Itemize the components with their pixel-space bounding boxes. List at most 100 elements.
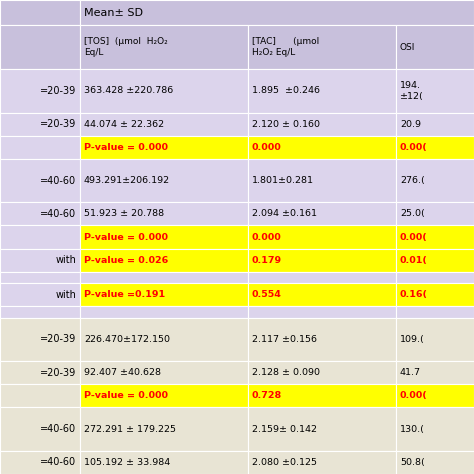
Text: 92.407 ±40.628: 92.407 ±40.628 xyxy=(84,368,161,377)
Bar xyxy=(248,25,396,69)
Bar xyxy=(80,318,248,361)
Text: 276.(: 276.( xyxy=(400,176,425,185)
Text: 44.074 ± 22.362: 44.074 ± 22.362 xyxy=(84,120,164,129)
Text: 130.(: 130.( xyxy=(400,425,425,434)
Bar xyxy=(80,226,248,248)
Text: P-value = 0.000: P-value = 0.000 xyxy=(84,391,168,400)
Text: =40-60: =40-60 xyxy=(40,209,76,219)
Bar xyxy=(248,202,396,226)
Bar xyxy=(80,248,248,272)
Bar xyxy=(0,283,80,306)
Text: 25.0(: 25.0( xyxy=(400,210,425,219)
Text: OSI: OSI xyxy=(400,43,415,52)
Text: 41.7: 41.7 xyxy=(400,368,421,377)
Bar xyxy=(396,25,474,69)
Text: 105.192 ± 33.984: 105.192 ± 33.984 xyxy=(84,458,170,467)
Bar xyxy=(0,384,80,407)
Text: 1.895  ±0.246: 1.895 ±0.246 xyxy=(252,86,320,95)
Text: 109.(: 109.( xyxy=(400,335,425,344)
Bar xyxy=(80,306,248,318)
Bar xyxy=(0,451,80,474)
Bar xyxy=(396,318,474,361)
Text: 272.291 ± 179.225: 272.291 ± 179.225 xyxy=(84,425,176,434)
Bar xyxy=(396,451,474,474)
Text: 1.801±0.281: 1.801±0.281 xyxy=(252,176,314,185)
Bar xyxy=(0,306,80,318)
Bar xyxy=(80,136,248,159)
Text: =20-39: =20-39 xyxy=(40,86,76,96)
Bar xyxy=(396,306,474,318)
Text: 0.000: 0.000 xyxy=(252,143,282,152)
Bar xyxy=(0,272,80,283)
Text: =20-39: =20-39 xyxy=(40,119,76,129)
Bar xyxy=(0,318,80,361)
Bar xyxy=(80,159,248,202)
Bar xyxy=(0,248,80,272)
Bar xyxy=(0,25,80,69)
Bar xyxy=(396,136,474,159)
Bar xyxy=(0,113,80,136)
Text: 2.120 ± 0.160: 2.120 ± 0.160 xyxy=(252,120,320,129)
Text: =40-60: =40-60 xyxy=(40,424,76,434)
Bar xyxy=(248,136,396,159)
Text: 0.728: 0.728 xyxy=(252,391,282,400)
Text: 20.9: 20.9 xyxy=(400,120,421,129)
Bar xyxy=(80,407,248,451)
Text: 0.01(: 0.01( xyxy=(400,255,428,264)
Bar xyxy=(248,318,396,361)
Bar xyxy=(248,306,396,318)
Bar xyxy=(80,25,248,69)
Text: 0.00(: 0.00( xyxy=(400,143,428,152)
Bar xyxy=(396,159,474,202)
Bar xyxy=(0,407,80,451)
Bar xyxy=(0,202,80,226)
Text: Mean± SD: Mean± SD xyxy=(84,8,143,18)
Bar xyxy=(0,226,80,248)
Text: =40-60: =40-60 xyxy=(40,457,76,467)
Text: =40-60: =40-60 xyxy=(40,176,76,186)
Bar xyxy=(80,113,248,136)
Bar xyxy=(248,384,396,407)
Text: 0.000: 0.000 xyxy=(252,233,282,241)
Text: =20-39: =20-39 xyxy=(40,368,76,378)
Text: 226.470±172.150: 226.470±172.150 xyxy=(84,335,170,344)
Bar xyxy=(396,384,474,407)
Bar xyxy=(248,451,396,474)
Bar xyxy=(80,361,248,384)
Bar xyxy=(248,159,396,202)
Text: 493.291±206.192: 493.291±206.192 xyxy=(84,176,170,185)
Bar xyxy=(80,202,248,226)
Bar xyxy=(0,0,80,25)
Bar xyxy=(248,113,396,136)
Text: 0.00(: 0.00( xyxy=(400,391,428,400)
Bar xyxy=(396,69,474,113)
Text: 2.094 ±0.161: 2.094 ±0.161 xyxy=(252,210,317,219)
Bar xyxy=(396,226,474,248)
Bar xyxy=(80,451,248,474)
Text: 2.117 ±0.156: 2.117 ±0.156 xyxy=(252,335,317,344)
Text: P-value =0.191: P-value =0.191 xyxy=(84,290,165,299)
Text: P-value = 0.000: P-value = 0.000 xyxy=(84,143,168,152)
Text: 0.16(: 0.16( xyxy=(400,290,428,299)
Text: 194.
±12(: 194. ±12( xyxy=(400,81,424,100)
Bar xyxy=(0,69,80,113)
Bar xyxy=(248,283,396,306)
Text: 2.080 ±0.125: 2.080 ±0.125 xyxy=(252,458,317,467)
Bar xyxy=(396,202,474,226)
Text: 363.428 ±220.786: 363.428 ±220.786 xyxy=(84,86,173,95)
Bar xyxy=(396,272,474,283)
Text: P-value = 0.000: P-value = 0.000 xyxy=(84,233,168,241)
Bar xyxy=(80,69,248,113)
Text: [TOS]  (μmol  H₂O₂
Eq/L: [TOS] (μmol H₂O₂ Eq/L xyxy=(84,37,168,57)
Bar xyxy=(80,283,248,306)
Bar xyxy=(396,283,474,306)
Bar xyxy=(80,272,248,283)
Bar xyxy=(0,136,80,159)
Bar xyxy=(248,248,396,272)
Bar xyxy=(396,248,474,272)
Bar xyxy=(248,361,396,384)
Bar xyxy=(80,384,248,407)
Text: 0.00(: 0.00( xyxy=(400,233,428,241)
Text: 0.554: 0.554 xyxy=(252,290,282,299)
Text: 51.923 ± 20.788: 51.923 ± 20.788 xyxy=(84,210,164,219)
